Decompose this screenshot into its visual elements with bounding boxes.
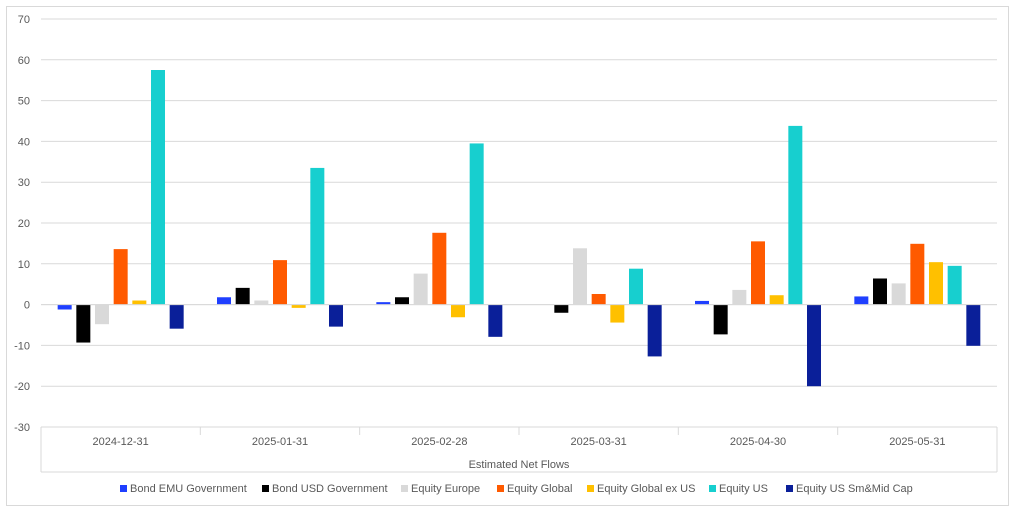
bar bbox=[310, 167, 325, 305]
bar bbox=[451, 304, 465, 318]
x-tick-label: 2025-05-31 bbox=[889, 436, 945, 448]
x-tick-label: 2025-01-31 bbox=[252, 436, 308, 448]
bar bbox=[591, 293, 606, 305]
bar bbox=[966, 304, 981, 346]
legend-label: Equity Global ex US bbox=[597, 483, 695, 495]
legend-label: Bond USD Government bbox=[272, 483, 388, 495]
x-tick-label: 2025-03-31 bbox=[571, 436, 627, 448]
bar bbox=[151, 70, 165, 305]
bar bbox=[217, 297, 231, 305]
bar bbox=[376, 302, 391, 305]
x-axis-title: Estimated Net Flows bbox=[469, 459, 570, 471]
bar bbox=[395, 297, 409, 305]
bar bbox=[751, 241, 765, 305]
bar bbox=[695, 300, 709, 305]
bar bbox=[891, 283, 906, 305]
x-tick-label: 2025-04-30 bbox=[730, 436, 786, 448]
y-tick-label: 10 bbox=[18, 259, 30, 271]
bar bbox=[273, 260, 287, 305]
bar bbox=[329, 304, 343, 327]
legend-label: Equity Europe bbox=[411, 483, 480, 495]
bar bbox=[469, 143, 484, 305]
bar bbox=[413, 273, 428, 305]
y-tick-label: 20 bbox=[18, 218, 30, 230]
x-tick-label: 2025-02-28 bbox=[411, 436, 467, 448]
bar bbox=[788, 125, 803, 305]
y-tick-label: -10 bbox=[14, 340, 30, 352]
y-tick-label: 60 bbox=[18, 55, 30, 67]
legend-swatch bbox=[497, 485, 504, 492]
legend-swatch bbox=[262, 485, 269, 492]
x-tick-label: 2024-12-31 bbox=[93, 436, 149, 448]
bar bbox=[113, 249, 128, 305]
y-tick-label: 70 bbox=[18, 14, 30, 26]
bar bbox=[854, 296, 869, 305]
legend-swatch bbox=[786, 485, 793, 492]
bar bbox=[629, 268, 643, 305]
y-tick-label: -20 bbox=[14, 381, 30, 393]
bar bbox=[235, 287, 250, 305]
bar bbox=[610, 304, 625, 323]
legend-label: Bond EMU Government bbox=[130, 483, 247, 495]
legend-label: Equity US Sm&Mid Cap bbox=[796, 483, 913, 495]
y-tick-label: 40 bbox=[18, 136, 30, 148]
y-tick-label: -30 bbox=[14, 422, 30, 434]
chart-frame bbox=[6, 6, 1009, 506]
bar bbox=[76, 304, 91, 343]
bar bbox=[873, 278, 887, 305]
bar bbox=[554, 304, 569, 313]
bar bbox=[488, 304, 503, 337]
y-tick-label: 0 bbox=[24, 300, 30, 312]
bar bbox=[254, 300, 269, 305]
legend-swatch bbox=[587, 485, 594, 492]
y-tick-label: 50 bbox=[18, 96, 30, 108]
bar bbox=[57, 304, 72, 310]
legend-swatch bbox=[401, 485, 408, 492]
legend-label: Equity US bbox=[719, 483, 768, 495]
bar bbox=[713, 304, 728, 335]
bar bbox=[291, 304, 306, 308]
bar bbox=[929, 262, 943, 305]
bar bbox=[947, 265, 962, 305]
legend-swatch bbox=[709, 485, 716, 492]
bar bbox=[95, 304, 109, 325]
bar bbox=[573, 248, 587, 305]
bar bbox=[732, 289, 747, 305]
y-tick-label: 30 bbox=[18, 177, 30, 189]
legend-swatch bbox=[120, 485, 127, 492]
bar bbox=[769, 295, 784, 305]
bar bbox=[910, 243, 925, 305]
bar bbox=[169, 304, 184, 329]
bar bbox=[132, 300, 147, 305]
bar bbox=[432, 232, 447, 305]
legend-label: Equity Global bbox=[507, 483, 572, 495]
bar bbox=[647, 304, 662, 357]
bar bbox=[807, 304, 821, 387]
